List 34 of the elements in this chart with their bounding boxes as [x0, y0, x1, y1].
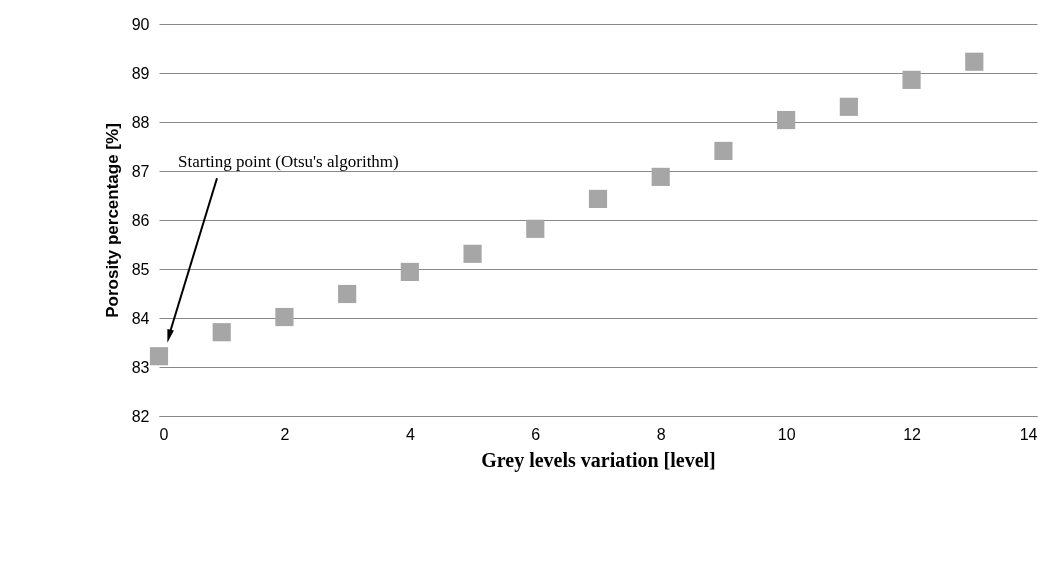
- point: [651, 167, 670, 186]
- point: [965, 52, 984, 71]
- y-tick-label: 90: [131, 15, 150, 33]
- x-tick-label: 12: [903, 425, 922, 443]
- y-tick-label: 82: [131, 407, 150, 425]
- y-tick-label: 85: [131, 260, 150, 278]
- x-tick-label: 4: [405, 425, 415, 443]
- y-tick-label: 88: [131, 113, 150, 131]
- point: [149, 347, 169, 366]
- x-tick-label: 6: [531, 425, 541, 443]
- point: [463, 244, 482, 263]
- annotation: Starting point (Otsu's algorithm): [178, 152, 399, 172]
- point: [777, 110, 796, 130]
- x-tick-label: 10: [777, 425, 796, 443]
- x-tick-label: 2: [280, 425, 290, 443]
- point: [588, 189, 608, 209]
- y-tick-label: 87: [131, 162, 150, 180]
- x-axis-title: Grey levels variation [level]: [481, 448, 716, 472]
- point: [400, 262, 419, 282]
- point: [212, 323, 231, 342]
- point: [839, 97, 858, 116]
- point: [526, 219, 545, 238]
- x-tick-label: 8: [656, 425, 666, 443]
- y-axis-title: Porosity percentage [%]: [102, 123, 122, 318]
- point: [902, 70, 921, 89]
- point: [714, 141, 733, 160]
- y-tick-label: 86: [131, 211, 150, 229]
- point: [338, 284, 357, 304]
- y-tick-label: 83: [131, 358, 150, 376]
- x-tick-label: 0: [159, 425, 169, 443]
- x-tick-label: 14: [1019, 425, 1038, 443]
- point: [275, 307, 294, 327]
- y-tick-label: 89: [131, 64, 150, 82]
- y-tick-label: 84: [131, 309, 150, 327]
